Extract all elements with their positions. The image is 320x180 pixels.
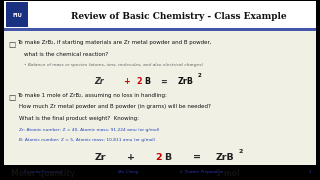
Text: 2: 2 bbox=[155, 153, 162, 162]
Text: Ceramic Processing: Ceramic Processing bbox=[24, 170, 62, 174]
Text: B: B bbox=[144, 77, 150, 86]
FancyBboxPatch shape bbox=[0, 165, 320, 179]
Text: ZrB: ZrB bbox=[216, 153, 235, 162]
Text: How much Zr metal powder and B powder (in grams) will be needed?: How much Zr metal powder and B powder (i… bbox=[19, 104, 211, 109]
FancyBboxPatch shape bbox=[6, 2, 28, 27]
FancyBboxPatch shape bbox=[4, 1, 316, 165]
Text: FIU: FIU bbox=[12, 13, 22, 18]
Text: =: = bbox=[193, 153, 201, 162]
Text: 2: 2 bbox=[198, 73, 202, 78]
Text: To make ZrB₂, if starting materials are Zr metal powder and B powder,: To make ZrB₂, if starting materials are … bbox=[17, 40, 212, 45]
Text: Zhe Cheng: Zhe Cheng bbox=[117, 170, 139, 174]
Text: Molar quantity: Molar quantity bbox=[11, 169, 75, 178]
Text: To make 1 mole of ZrB₂, assuming no loss in handling:: To make 1 mole of ZrB₂, assuming no loss… bbox=[17, 93, 167, 98]
Text: =: = bbox=[160, 77, 167, 86]
Text: ZrB: ZrB bbox=[178, 77, 194, 86]
FancyBboxPatch shape bbox=[4, 1, 316, 28]
Text: +: + bbox=[127, 153, 135, 162]
FancyBboxPatch shape bbox=[4, 28, 316, 31]
Text: +: + bbox=[123, 77, 130, 86]
Text: B: B bbox=[164, 153, 172, 162]
Text: B: Atomic number: Z = 5, Atomic mass: 10.811 amu (or g/mol): B: Atomic number: Z = 5, Atomic mass: 10… bbox=[19, 138, 156, 142]
Text: • Balance of mass or species (atoms, ions, molecules, and also electrical charge: • Balance of mass or species (atoms, ion… bbox=[24, 63, 203, 67]
Text: Zr: Atomic number: Z = 40, Atomic mass: 91.224 amu (or g/mol): Zr: Atomic number: Z = 40, Atomic mass: … bbox=[19, 128, 160, 132]
Text: 2. Powder Preparation: 2. Powder Preparation bbox=[180, 170, 223, 174]
Text: □: □ bbox=[8, 93, 15, 102]
Text: what is the chemical reaction?: what is the chemical reaction? bbox=[24, 51, 108, 57]
Text: Review of Basic Chemistry - Class Example: Review of Basic Chemistry - Class Exampl… bbox=[71, 12, 287, 21]
Text: □: □ bbox=[8, 40, 15, 49]
Text: 2: 2 bbox=[136, 77, 142, 86]
Text: Zr: Zr bbox=[94, 77, 104, 86]
Text: What is the final product weight?  Knowing:: What is the final product weight? Knowin… bbox=[19, 116, 139, 121]
Text: 1: 1 bbox=[309, 170, 312, 174]
Text: 1 mol: 1 mol bbox=[216, 169, 240, 178]
Text: Zr: Zr bbox=[95, 153, 107, 162]
Text: 2: 2 bbox=[238, 149, 243, 154]
